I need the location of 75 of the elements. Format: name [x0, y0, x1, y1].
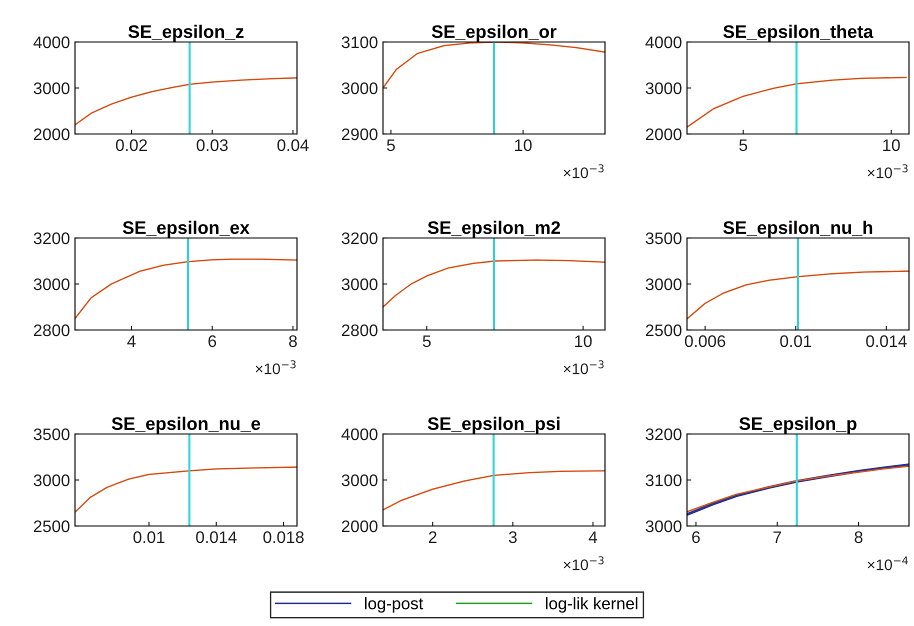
line-series: [75, 258, 297, 320]
x-tick-label: 0.02: [116, 139, 147, 152]
y-tick-label: 3000: [646, 278, 682, 290]
chart-title: SE_epsilon_or: [432, 24, 556, 42]
y-tick-label: 2800: [342, 324, 378, 336]
y-tick-label: 3500: [34, 428, 70, 440]
y-tick-label: 2500: [34, 520, 70, 532]
y-tick-label: 3000: [342, 474, 378, 486]
x-tick-label: 0.014: [866, 335, 907, 348]
x-tick-label: 10: [515, 139, 532, 152]
x-tick-label: 10: [575, 335, 592, 348]
x-tick-label: 4: [127, 335, 136, 347]
line-series: [383, 259, 605, 308]
x-tick-label: 0.01: [133, 531, 164, 544]
text: ×10$^{−3}$: [564, 556, 604, 570]
text: ×10$^{−3}$: [564, 164, 604, 178]
y-tick-label: 3100: [342, 36, 378, 48]
text: ×10$^{−3}$: [564, 360, 604, 374]
y-tick-label: 2000: [646, 128, 682, 140]
chart-title: SE_epsilon_nu_e: [112, 416, 260, 434]
y-tick-label: 3200: [34, 232, 70, 244]
x-tick-label: 5: [739, 139, 748, 152]
chart-title: SE_epsilon_nu_h: [723, 220, 872, 238]
x-tick-label: 0.03: [196, 139, 228, 152]
y-tick-label: 3200: [342, 232, 378, 244]
y-tick-label: 2900: [342, 128, 378, 140]
line-series: [687, 270, 909, 320]
chart-title: SE_epsilon_z: [128, 24, 244, 42]
text: ×10$^{−3}$: [256, 360, 296, 374]
text: ×10$^{−4}$: [868, 556, 908, 570]
chart-title: SE_epsilon_m2: [428, 220, 560, 238]
y-tick-label: 2000: [342, 520, 378, 532]
y-tick-label: 3000: [342, 82, 378, 94]
y-tick-label: 3000: [34, 474, 70, 486]
y-tick-label: 3000: [646, 520, 682, 532]
y-tick-label: 3000: [342, 278, 378, 290]
line-series: [383, 470, 605, 511]
y-tick-label: 3200: [646, 428, 682, 440]
x-tick-label: 3: [508, 531, 517, 544]
y-tick-label: 3500: [646, 232, 682, 244]
x-tick-label: 0.01: [780, 335, 812, 348]
line-series: [687, 76, 907, 128]
x-tick-label: 2: [428, 531, 436, 543]
text: ×10$^{−3}$: [868, 164, 908, 178]
y-tick-label: 2800: [34, 324, 70, 336]
y-tick-label: 2000: [34, 128, 70, 140]
x-tick-label: 7: [773, 531, 782, 543]
legend-label: log-post: [365, 597, 424, 613]
y-tick-label: 3000: [34, 82, 70, 94]
y-tick-label: 3000: [646, 82, 682, 94]
y-tick-label: 4000: [645, 36, 682, 48]
x-tick-label: 5: [386, 139, 395, 152]
x-tick-label: 5: [422, 335, 431, 348]
x-tick-label: 6: [208, 335, 216, 348]
x-tick-label: 0.04: [277, 139, 309, 152]
y-tick-label: 4000: [33, 36, 70, 48]
line-series: [75, 466, 297, 513]
x-tick-label: 6: [692, 531, 700, 544]
chart-title: SE_epsilon_theta: [723, 24, 874, 42]
x-tick-label: 0.018: [263, 531, 304, 544]
x-tick-label: 10: [883, 139, 900, 152]
y-tick-label: 4000: [341, 428, 378, 440]
x-tick-label: 8: [289, 335, 297, 348]
y-tick-label: 3000: [34, 278, 70, 290]
x-tick-label: 8: [854, 531, 862, 544]
chart-title: SE_epsilon_ex: [122, 220, 250, 238]
x-tick-label: 0.006: [684, 335, 726, 348]
legend-label: log-lik kernel: [546, 597, 638, 613]
chart-title: SE_epsilon_psi: [428, 416, 560, 434]
y-tick-label: 2500: [646, 324, 682, 336]
line-series: [75, 77, 297, 126]
y-tick-label: 3100: [646, 474, 682, 486]
x-tick-label: 4: [588, 531, 598, 543]
chart-title: SE_epsilon_p: [739, 416, 856, 434]
x-tick-label: 0.014: [196, 531, 237, 544]
